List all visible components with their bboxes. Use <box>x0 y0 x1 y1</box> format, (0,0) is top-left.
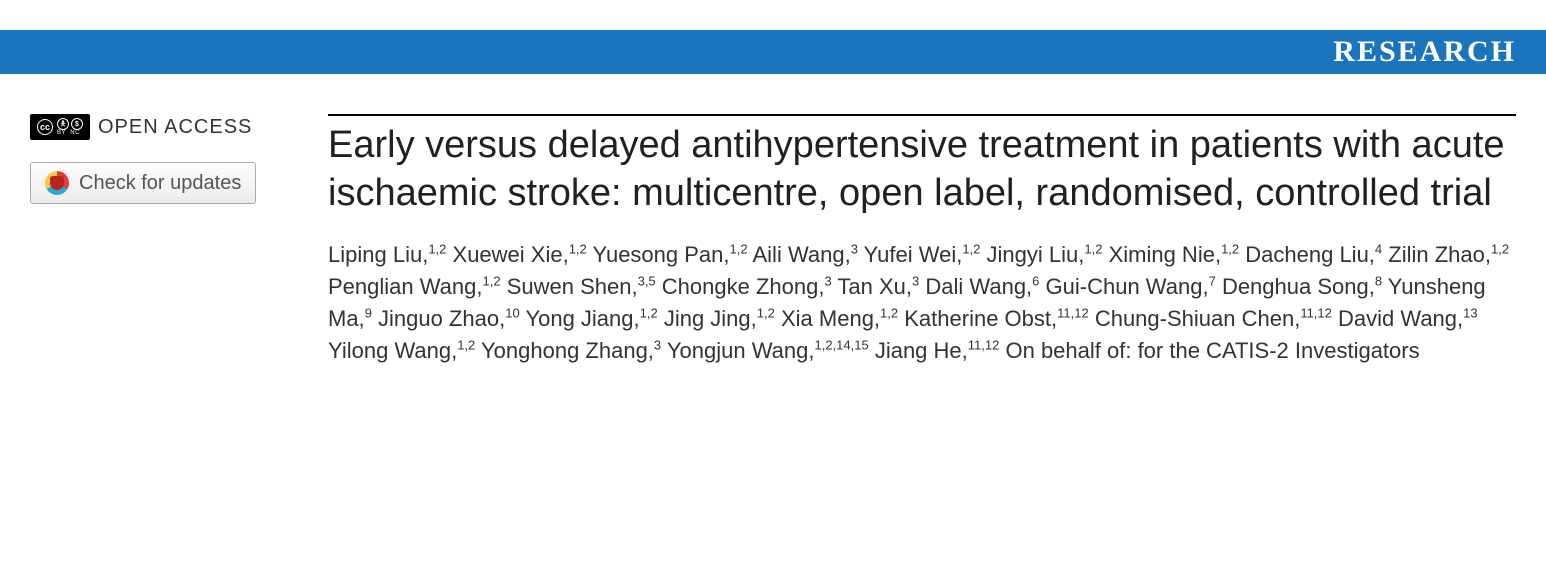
cc-license-badge: cc 🯅 $ BY NC <box>30 114 90 140</box>
author-name: Gui-Chun Wang, <box>1046 274 1209 299</box>
author-name: Yong Jiang, <box>525 306 639 331</box>
author-name: Chongke Zhong, <box>662 274 825 299</box>
banner-label: RESEARCH <box>1333 35 1516 69</box>
author-affiliation: 1,2 <box>730 242 748 257</box>
author-name: Katherine Obst, <box>904 306 1057 331</box>
author-name: Dali Wang, <box>925 274 1032 299</box>
author-affiliation: 1,2 <box>1491 242 1509 257</box>
author-name: Suwen Shen, <box>507 274 638 299</box>
author-affiliation: 1,2 <box>962 242 980 257</box>
author-affiliation: 1,2 <box>483 274 501 289</box>
author-name: Jinguo Zhao, <box>378 306 505 331</box>
author-name: Xia Meng, <box>781 306 880 331</box>
author-affiliation: 11,12 <box>968 337 1000 352</box>
author-name: Jingyi Liu, <box>987 242 1085 267</box>
cc-icon: cc <box>37 119 53 135</box>
cc-by-nc-icons: 🯅 $ BY NC <box>57 118 83 136</box>
author-name: Tan Xu, <box>837 274 912 299</box>
author-affiliation: 1,2 <box>428 242 446 257</box>
author-name: Yongjun Wang, <box>667 338 815 363</box>
check-updates-label: Check for updates <box>79 172 241 195</box>
author-name: Xuewei Xie, <box>453 242 569 267</box>
author-name: Penglian Wang, <box>328 274 483 299</box>
author-affiliation: 8 <box>1375 274 1382 289</box>
author-affiliation: 1,2 <box>457 337 475 352</box>
author-name: Denghua Song, <box>1222 274 1375 299</box>
open-access-label: OPEN ACCESS <box>98 116 252 139</box>
author-affiliation: 9 <box>365 305 372 320</box>
author-affiliation: 1,2 <box>1221 242 1239 257</box>
author-name: Jing Jing, <box>664 306 757 331</box>
author-name: Aili Wang, <box>753 242 851 267</box>
author-affiliation: 1,2 <box>757 305 775 320</box>
author-affiliation: 3 <box>654 337 661 352</box>
author-affiliation: 10 <box>505 305 519 320</box>
author-affiliation: 1,2 <box>880 305 898 320</box>
authors-suffix: On behalf of: for the CATIS-2 Investigat… <box>1005 338 1419 363</box>
author-affiliation: 3,5 <box>638 274 656 289</box>
author-affiliation: 1,2,14,15 <box>814 337 868 352</box>
author-name: Zilin Zhao, <box>1388 242 1491 267</box>
author-affiliation: 3 <box>851 242 858 257</box>
author-name: David Wang, <box>1338 306 1463 331</box>
author-affiliation: 1,2 <box>1084 242 1102 257</box>
author-affiliation: 11,12 <box>1300 305 1332 320</box>
author-name: Dacheng Liu, <box>1245 242 1375 267</box>
article-title: Early versus delayed antihypertensive tr… <box>328 122 1516 217</box>
author-name: Ximing Nie, <box>1109 242 1221 267</box>
author-name: Yuesong Pan, <box>593 242 730 267</box>
article-header: Early versus delayed antihypertensive tr… <box>328 114 1516 367</box>
author-affiliation: 6 <box>1032 274 1039 289</box>
check-updates-button[interactable]: Check for updates <box>30 162 256 204</box>
author-affiliation: 1,2 <box>640 305 658 320</box>
author-affiliation: 13 <box>1463 305 1477 320</box>
sidebar: cc 🯅 $ BY NC OPEN ACCESS Check for updat… <box>30 114 300 367</box>
author-name: Yilong Wang, <box>328 338 457 363</box>
cc-subtext: BY NC <box>57 130 83 136</box>
open-access-row: cc 🯅 $ BY NC OPEN ACCESS <box>30 114 300 140</box>
author-name: Yonghong Zhang, <box>481 338 654 363</box>
author-affiliation: 3 <box>912 274 919 289</box>
author-name: Liping Liu, <box>328 242 428 267</box>
author-affiliation: 3 <box>824 274 831 289</box>
author-list: Liping Liu,1,2 Xuewei Xie,1,2 Yuesong Pa… <box>328 239 1516 367</box>
nc-icon: $ <box>71 118 83 130</box>
section-banner: RESEARCH <box>0 30 1546 74</box>
author-name: Jiang He, <box>875 338 968 363</box>
author-name: Chung-Shiuan Chen, <box>1095 306 1300 331</box>
content-row: cc 🯅 $ BY NC OPEN ACCESS Check for updat… <box>0 74 1546 367</box>
crossmark-icon <box>45 171 69 195</box>
author-affiliation: 1,2 <box>569 242 587 257</box>
author-affiliation: 4 <box>1375 242 1382 257</box>
by-icon: 🯅 <box>57 118 69 130</box>
author-affiliation: 11,12 <box>1057 305 1089 320</box>
author-affiliation: 7 <box>1209 274 1216 289</box>
author-name: Yufei Wei, <box>864 242 963 267</box>
